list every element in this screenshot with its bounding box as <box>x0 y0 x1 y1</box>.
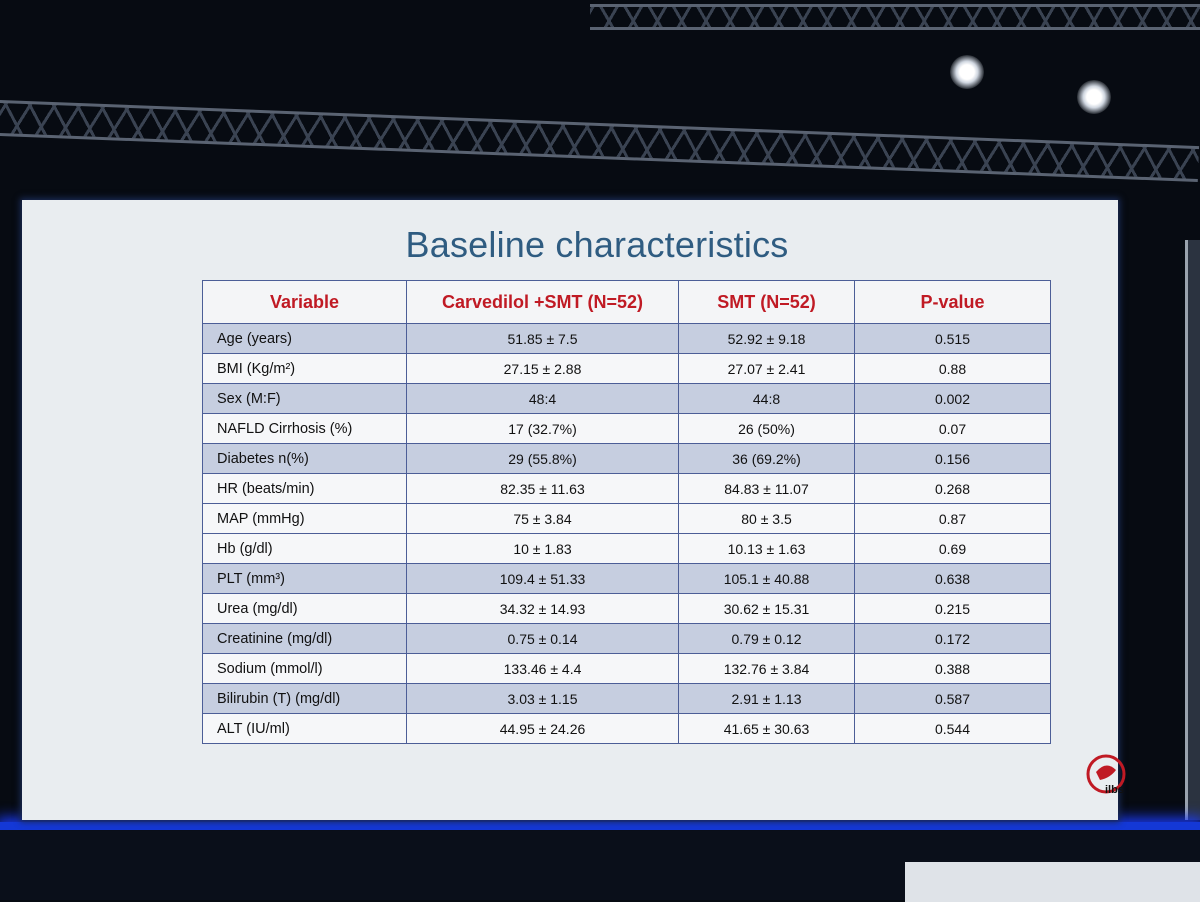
cell-variable: MAP (mmHg) <box>202 503 407 534</box>
cell-variable: Hb (g/dl) <box>202 533 407 564</box>
cell-smt: 41.65 ± 30.63 <box>678 713 855 744</box>
cell-p-value: 0.87 <box>854 503 1051 534</box>
cell-variable: Diabetes n(%) <box>202 443 407 474</box>
ilbs-logo <box>1086 754 1126 794</box>
cell-variable: Urea (mg/dl) <box>202 593 407 624</box>
cell-smt: 52.92 ± 9.18 <box>678 323 855 354</box>
cell-smt: 26 (50%) <box>678 413 855 444</box>
cell-variable: BMI (Kg/m²) <box>202 353 407 384</box>
table-row: PLT (mm³) 109.4 ± 51.33 105.1 ± 40.88 0.… <box>202 563 1051 594</box>
cell-smt: 105.1 ± 40.88 <box>678 563 855 594</box>
logo-text: ilbs <box>1105 784 1124 796</box>
cell-p-value: 0.388 <box>854 653 1051 684</box>
cell-p-value: 0.268 <box>854 473 1051 504</box>
table-row: Bilirubin (T) (mg/dl) 3.03 ± 1.15 2.91 ±… <box>202 683 1051 714</box>
cell-smt: 44:8 <box>678 383 855 414</box>
cell-variable: PLT (mm³) <box>202 563 407 594</box>
cell-p-value: 0.07 <box>854 413 1051 444</box>
cell-p-value: 0.156 <box>854 443 1051 474</box>
table-row: ALT (IU/ml) 44.95 ± 24.26 41.65 ± 30.63 … <box>202 713 1051 744</box>
cell-carvedilol-smt: 133.46 ± 4.4 <box>406 653 679 684</box>
cell-variable: Sex (M:F) <box>202 383 407 414</box>
table-row: Hb (g/dl) 10 ± 1.83 10.13 ± 1.63 0.69 <box>202 533 1051 564</box>
baseline-characteristics-table: Variable Carvedilol +SMT (N=52) SMT (N=5… <box>202 280 1051 744</box>
cell-smt: 10.13 ± 1.63 <box>678 533 855 564</box>
projection-screen: Baseline characteristics Variable Carved… <box>22 200 1126 820</box>
cell-carvedilol-smt: 109.4 ± 51.33 <box>406 563 679 594</box>
table-row: Sex (M:F) 48:4 44:8 0.002 <box>202 383 1051 414</box>
table-row: NAFLD Cirrhosis (%) 17 (32.7%) 26 (50%) … <box>202 413 1051 444</box>
cell-variable: Bilirubin (T) (mg/dl) <box>202 683 407 714</box>
side-screen <box>1185 240 1200 820</box>
cell-smt: 132.76 ± 3.84 <box>678 653 855 684</box>
cell-carvedilol-smt: 17 (32.7%) <box>406 413 679 444</box>
cell-variable: NAFLD Cirrhosis (%) <box>202 413 407 444</box>
table-row: Diabetes n(%) 29 (55.8%) 36 (69.2%) 0.15… <box>202 443 1051 474</box>
ceiling-truss <box>0 100 1200 183</box>
cell-smt: 30.62 ± 15.31 <box>678 593 855 624</box>
cell-smt: 2.91 ± 1.13 <box>678 683 855 714</box>
cell-carvedilol-smt: 27.15 ± 2.88 <box>406 353 679 384</box>
cell-carvedilol-smt: 75 ± 3.84 <box>406 503 679 534</box>
ceiling-truss-top <box>590 4 1200 30</box>
cell-carvedilol-smt: 10 ± 1.83 <box>406 533 679 564</box>
cell-p-value: 0.215 <box>854 593 1051 624</box>
cell-p-value: 0.587 <box>854 683 1051 714</box>
cell-p-value: 0.172 <box>854 623 1051 654</box>
cell-carvedilol-smt: 3.03 ± 1.15 <box>406 683 679 714</box>
cell-p-value: 0.515 <box>854 323 1051 354</box>
cell-p-value: 0.88 <box>854 353 1051 384</box>
stage-spotlight <box>1077 80 1111 114</box>
header-variable: Variable <box>202 280 407 324</box>
cell-smt: 0.79 ± 0.12 <box>678 623 855 654</box>
table-row: HR (beats/min) 82.35 ± 11.63 84.83 ± 11.… <box>202 473 1051 504</box>
stage-led-strip <box>0 822 1200 830</box>
cell-variable: Age (years) <box>202 323 407 354</box>
cell-variable: Creatinine (mg/dl) <box>202 623 407 654</box>
header-carvedilol-smt: Carvedilol +SMT (N=52) <box>406 280 679 324</box>
cell-carvedilol-smt: 0.75 ± 0.14 <box>406 623 679 654</box>
cell-smt: 27.07 ± 2.41 <box>678 353 855 384</box>
stage-spotlight <box>950 55 984 89</box>
cell-p-value: 0.69 <box>854 533 1051 564</box>
slide-title: Baseline characteristics <box>405 224 789 265</box>
cell-p-value: 0.638 <box>854 563 1051 594</box>
cell-carvedilol-smt: 34.32 ± 14.93 <box>406 593 679 624</box>
stage-object <box>905 862 1200 902</box>
table-row: Sodium (mmol/l) 133.46 ± 4.4 132.76 ± 3.… <box>202 653 1051 684</box>
table-row: Urea (mg/dl) 34.32 ± 14.93 30.62 ± 15.31… <box>202 593 1051 624</box>
cell-smt: 84.83 ± 11.07 <box>678 473 855 504</box>
cell-smt: 36 (69.2%) <box>678 443 855 474</box>
cell-carvedilol-smt: 48:4 <box>406 383 679 414</box>
cell-smt: 80 ± 3.5 <box>678 503 855 534</box>
cell-p-value: 0.002 <box>854 383 1051 414</box>
cell-carvedilol-smt: 29 (55.8%) <box>406 443 679 474</box>
cell-variable: HR (beats/min) <box>202 473 407 504</box>
cell-variable: Sodium (mmol/l) <box>202 653 407 684</box>
header-smt: SMT (N=52) <box>678 280 855 324</box>
table-header-row: Variable Carvedilol +SMT (N=52) SMT (N=5… <box>202 280 1051 324</box>
cell-carvedilol-smt: 51.85 ± 7.5 <box>406 323 679 354</box>
cell-carvedilol-smt: 82.35 ± 11.63 <box>406 473 679 504</box>
cell-p-value: 0.544 <box>854 713 1051 744</box>
table-row: Age (years) 51.85 ± 7.5 52.92 ± 9.18 0.5… <box>202 323 1051 354</box>
table-row: BMI (Kg/m²) 27.15 ± 2.88 27.07 ± 2.41 0.… <box>202 353 1051 384</box>
header-p-value: P-value <box>854 280 1051 324</box>
cell-carvedilol-smt: 44.95 ± 24.26 <box>406 713 679 744</box>
table-row: Creatinine (mg/dl) 0.75 ± 0.14 0.79 ± 0.… <box>202 623 1051 654</box>
cell-variable: ALT (IU/ml) <box>202 713 407 744</box>
table-row: MAP (mmHg) 75 ± 3.84 80 ± 3.5 0.87 <box>202 503 1051 534</box>
